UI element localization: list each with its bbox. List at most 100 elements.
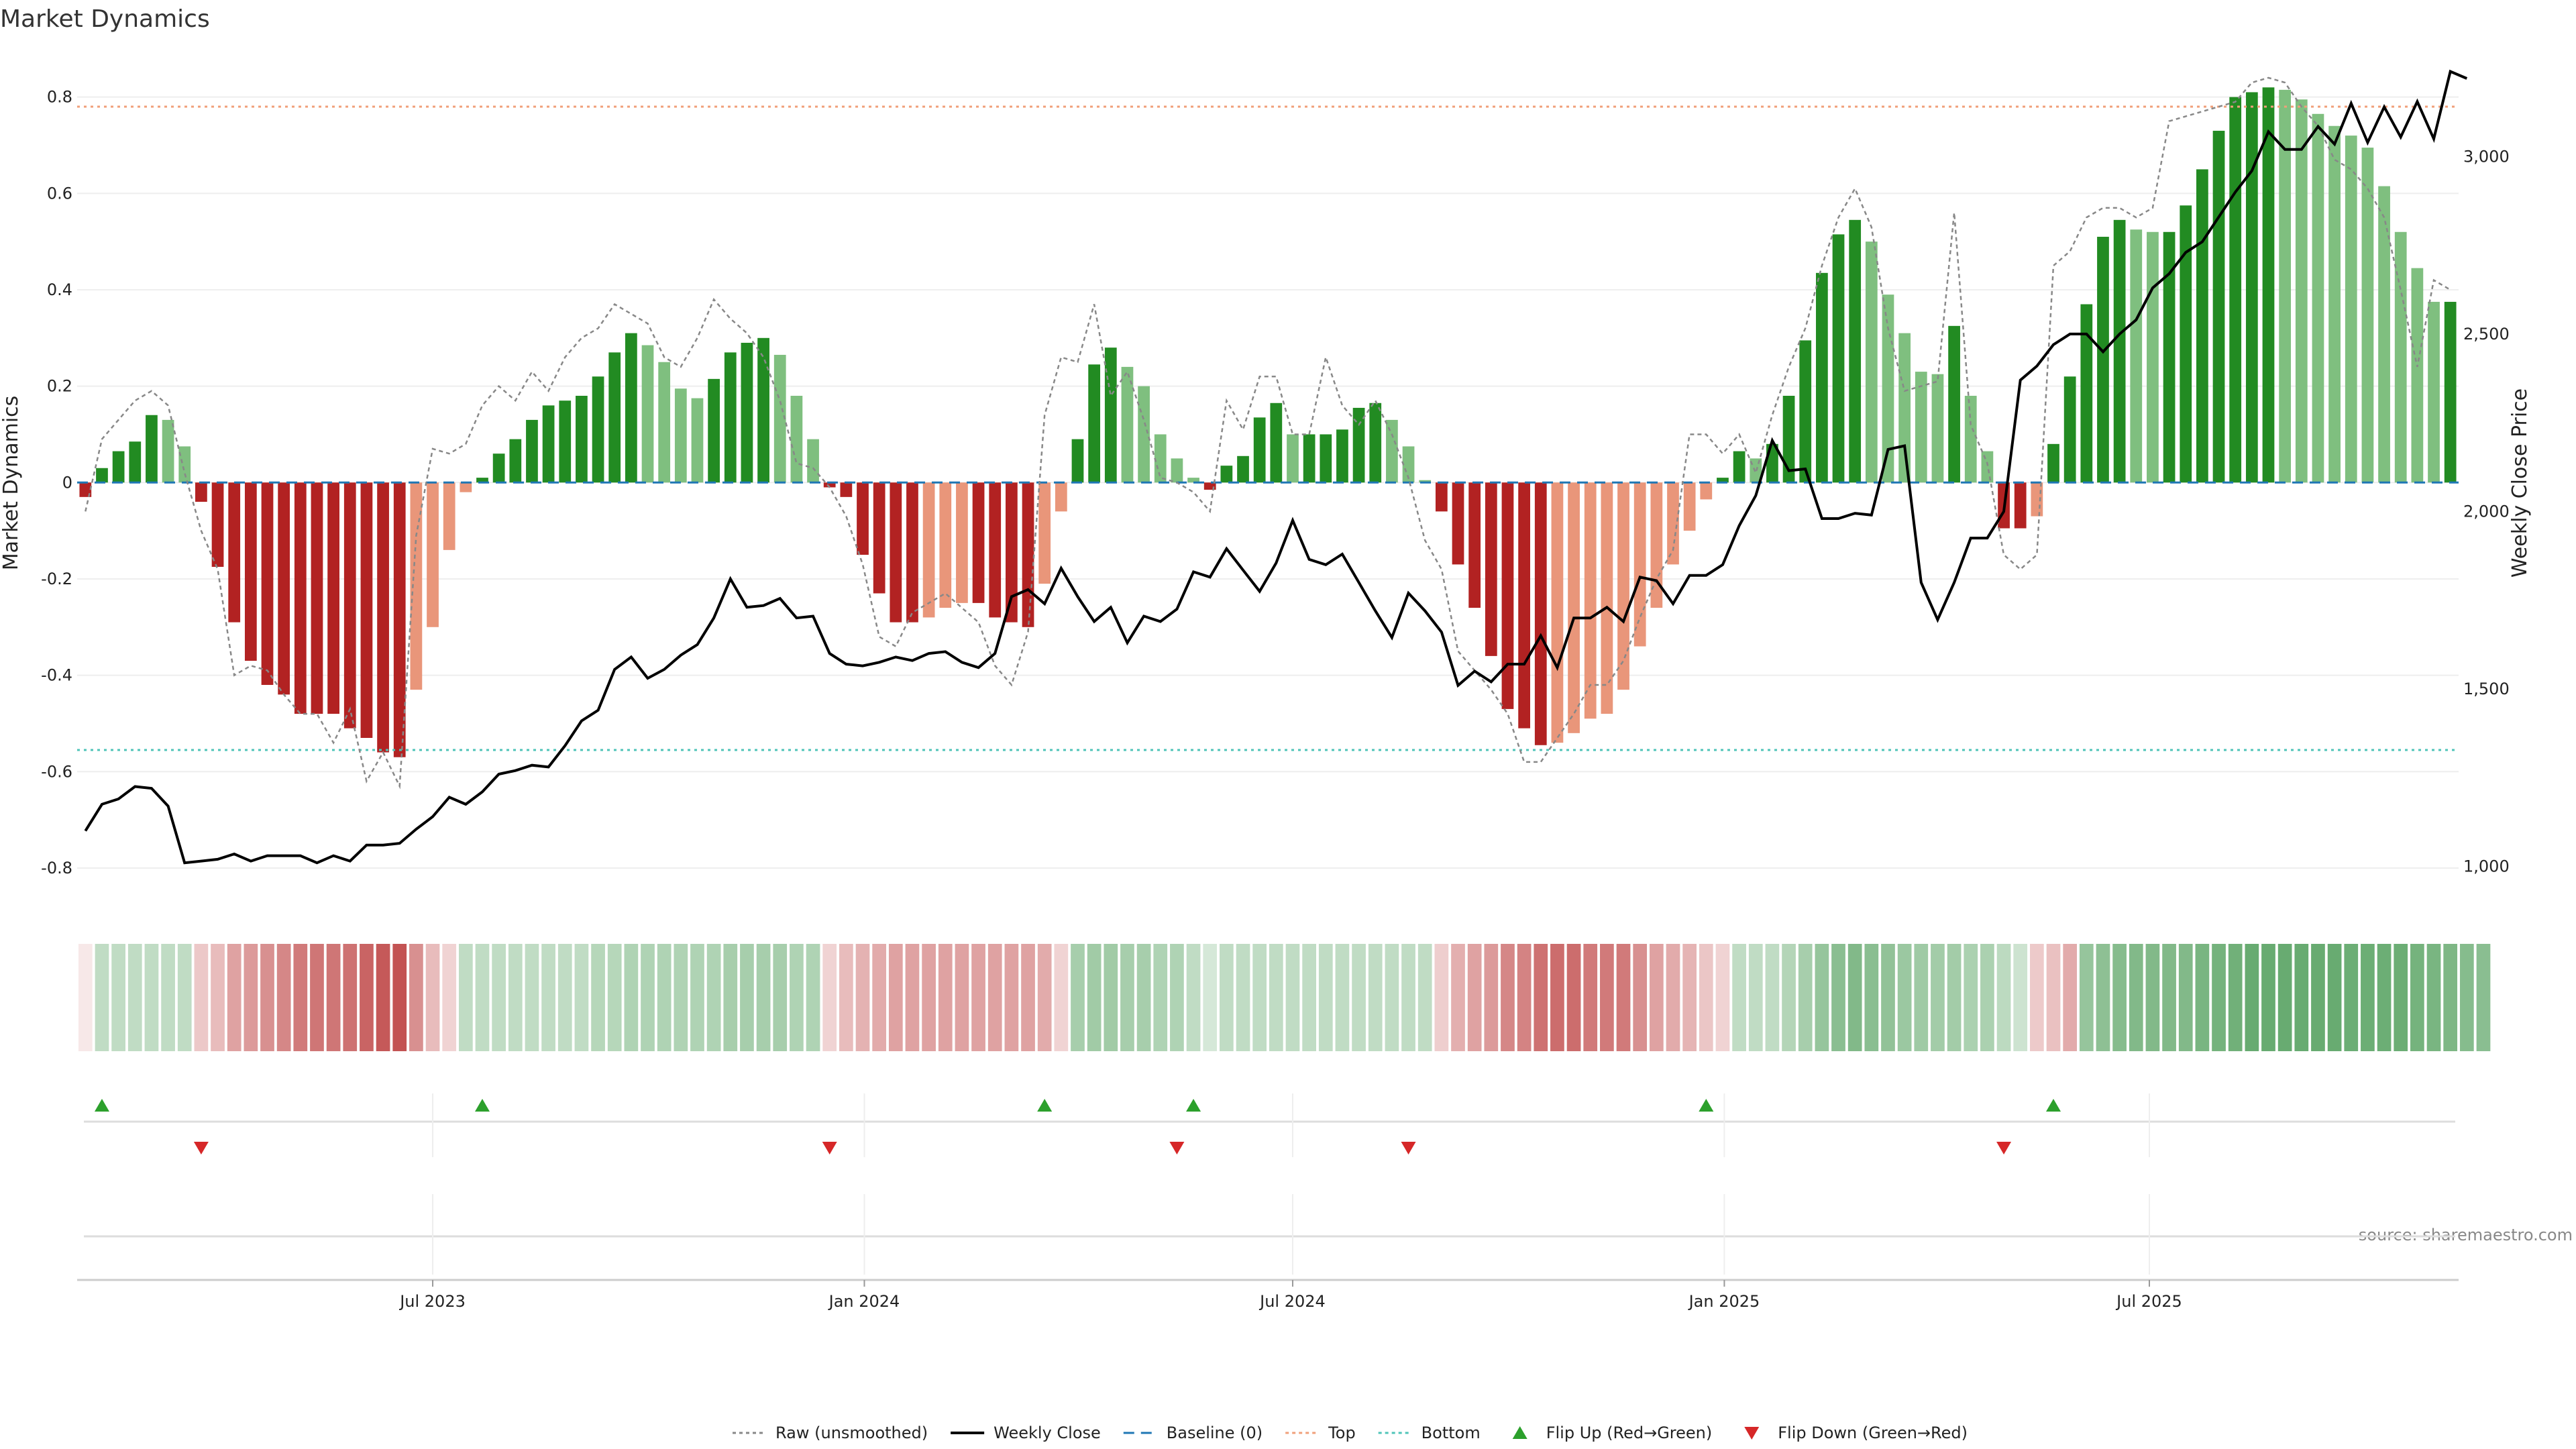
dynamics-bar: [195, 482, 207, 502]
heat-cell: [1352, 944, 1366, 1051]
heat-cell: [955, 944, 969, 1051]
dynamics-bar: [2245, 92, 2258, 483]
dynamics-bar: [890, 482, 902, 623]
dynamics-bar: [1633, 482, 1646, 647]
dynamics-bar: [1452, 482, 1464, 565]
heat-cell: [2311, 944, 2325, 1051]
dynamics-bar: [1667, 482, 1679, 565]
dynamics-bar: [1303, 434, 1316, 483]
dynamics-bar: [2113, 219, 2126, 483]
dynamics-bar: [1088, 364, 1101, 483]
heat-cell: [1931, 944, 1945, 1051]
heat-cell: [1004, 944, 1019, 1051]
flip-down-marker: [1169, 1142, 1185, 1155]
heat-cell: [161, 944, 175, 1051]
dynamics-bar: [1468, 482, 1481, 608]
heat-cell: [1996, 944, 2011, 1051]
heat-cell: [2112, 944, 2127, 1051]
dynamics-bar: [1650, 482, 1663, 608]
heat-cell: [1748, 944, 1763, 1051]
flip-markers: [84, 1093, 2455, 1275]
dynamics-bar: [1617, 482, 1629, 690]
dynamics-bar: [1287, 434, 1299, 483]
dynamics-bar: [1782, 396, 1795, 483]
dynamics-bar: [476, 478, 488, 483]
flip-up-marker: [1037, 1099, 1053, 1112]
left-tick-label: -0.2: [41, 570, 72, 588]
legend-label: Raw (unsmoothed): [775, 1424, 928, 1442]
heat-cell: [1401, 944, 1415, 1051]
dynamics-bar: [1138, 386, 1150, 483]
dynamics-bar: [1253, 417, 1266, 483]
dynamics-bar: [2345, 136, 2357, 483]
dynamics-bar: [1518, 482, 1530, 729]
left-tick-label: 0.6: [47, 184, 72, 203]
heat-cell: [1666, 944, 1680, 1051]
left-tick-label: -0.4: [41, 666, 72, 685]
dynamics-bar: [658, 362, 671, 483]
heat-cell: [1037, 944, 1052, 1051]
heat-cell: [1186, 944, 1201, 1051]
heat-cell: [1649, 944, 1664, 1051]
heat-cell: [276, 944, 291, 1051]
heat-cell: [2096, 944, 2110, 1051]
legend-label: Top: [1328, 1424, 1356, 1442]
dynamics-bar: [559, 400, 572, 483]
heat-cell: [1864, 944, 1879, 1051]
dynamics-bar: [2279, 89, 2292, 483]
heat-cell: [1947, 944, 1962, 1051]
heat-cell: [310, 944, 324, 1051]
reference-lines: [77, 105, 2459, 751]
left-axis: 0.8 0.6 0.4 0.2 0 -0.2 -0.4 -0.6 -0.8: [41, 88, 72, 877]
heat-cell: [2426, 944, 2441, 1051]
heat-cell: [1815, 944, 1829, 1051]
heat-cell: [1170, 944, 1184, 1051]
dynamics-bar: [1154, 434, 1167, 483]
dynamics-bar: [79, 482, 92, 497]
dynamics-bar: [1038, 482, 1051, 584]
dynamics-bar: [2080, 304, 2093, 483]
dynamics-bar: [1948, 325, 1960, 483]
heat-cell: [1451, 944, 1465, 1051]
x-tick-label: Jan 2024: [828, 1292, 900, 1311]
heat-cell: [790, 944, 804, 1051]
heat-cell: [2195, 944, 2210, 1051]
dynamics-bar: [1121, 366, 1134, 483]
heat-cell: [211, 944, 225, 1051]
heat-cell: [1054, 944, 1069, 1051]
heat-cell: [244, 944, 258, 1051]
dynamics-bar: [2014, 482, 2027, 529]
heat-cell: [1220, 944, 1234, 1051]
heat-cell: [1566, 944, 1581, 1051]
legend-item: Raw (unsmoothed): [733, 1424, 928, 1442]
legend-label: Weekly Close: [994, 1424, 1101, 1442]
heat-cell: [905, 944, 920, 1051]
heat-cell: [1699, 944, 1713, 1051]
heat-cell: [740, 944, 754, 1051]
heat-cell: [1434, 944, 1449, 1051]
heat-cell: [2277, 944, 2292, 1051]
dynamics-bar: [857, 482, 869, 555]
heat-cell: [1021, 944, 1035, 1051]
dynamics-bar: [1981, 451, 1994, 483]
dynamics-bar: [873, 482, 885, 594]
heat-cell: [557, 944, 572, 1051]
left-tick-label: -0.6: [41, 762, 72, 781]
heat-cell: [1417, 944, 1432, 1051]
dynamics-bar: [724, 352, 737, 483]
flip-up-marker: [2046, 1099, 2061, 1112]
heat-cell: [1782, 944, 1796, 1051]
heat-cell: [1715, 944, 1730, 1051]
heat-cell: [409, 944, 423, 1051]
heat-cell: [1682, 944, 1697, 1051]
dynamics-bar: [343, 482, 356, 729]
flip-down-marker: [1401, 1142, 1416, 1155]
dynamics-bar: [641, 345, 654, 483]
chart-title: Market Dynamics: [0, 5, 210, 33]
legend-flip-up-icon: [1512, 1426, 1527, 1439]
heat-cell: [723, 944, 738, 1051]
heat-cell: [1583, 944, 1598, 1051]
flip-down-marker: [822, 1142, 837, 1155]
dynamics-bar: [1055, 482, 1067, 512]
